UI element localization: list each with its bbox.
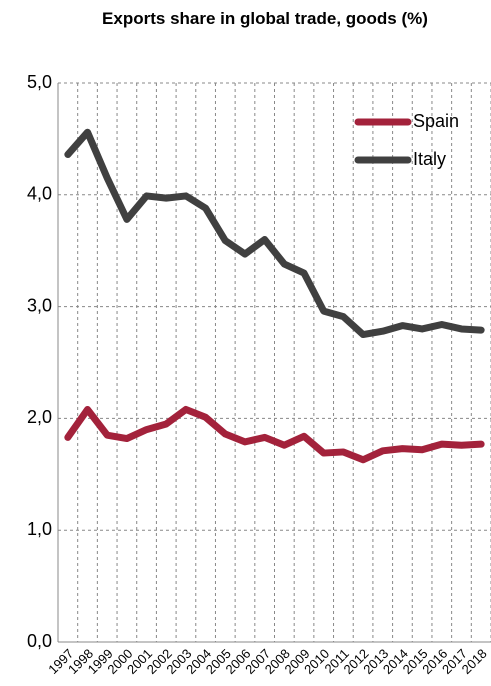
chart-title: Exports share in global trade, goods (%) [102,9,428,28]
y-tick-label: 2,0 [27,407,52,427]
series-line [64,405,485,464]
series-line [64,128,485,339]
y-tick-label: 0,0 [27,631,52,651]
y-tick-label: 4,0 [27,184,52,204]
legend-label: Italy [413,149,446,169]
y-tick-label: 5,0 [27,72,52,92]
y-tick-label: 3,0 [27,295,52,315]
y-tick-label: 1,0 [27,519,52,539]
legend-label: Spain [413,111,459,131]
